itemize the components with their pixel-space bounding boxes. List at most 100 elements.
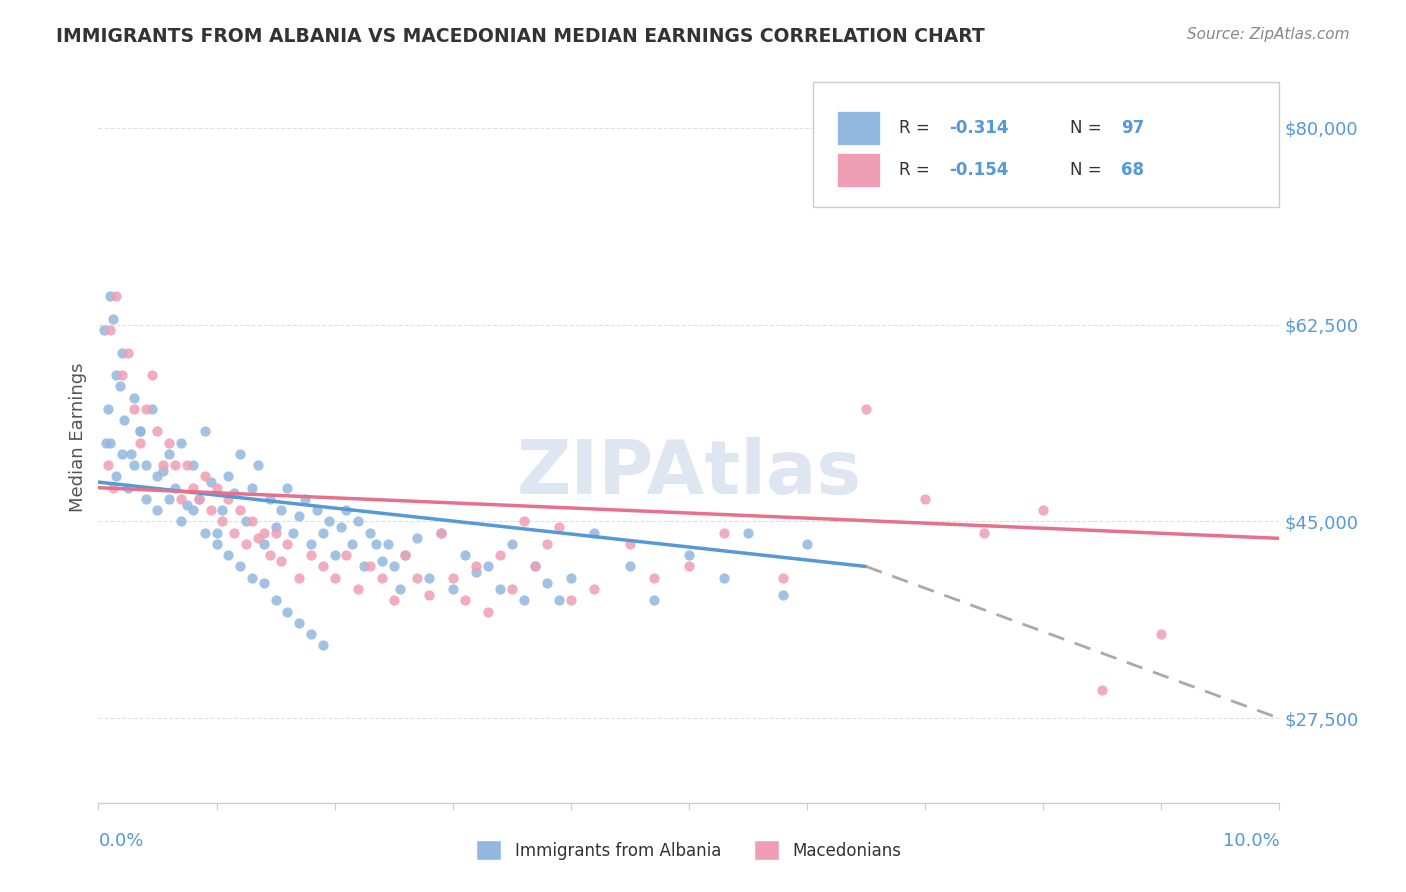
Point (246, 458, 269, 473)
Point (240, 481, 263, 495)
Point (264, 593, 287, 607)
Point (259, 491, 281, 506)
Point (548, 593, 571, 607)
Point (441, 571, 464, 585)
Point (135, 491, 157, 506)
Point (270, 554, 292, 568)
Point (501, 537, 523, 551)
Point (146, 503, 169, 517)
Point (288, 615, 311, 630)
Point (205, 481, 228, 495)
Point (643, 593, 665, 607)
Point (217, 548, 239, 562)
Point (170, 435, 193, 450)
Text: 0.0%: 0.0% (98, 832, 143, 850)
Point (772, 588, 794, 602)
Text: N =: N = (1070, 119, 1108, 136)
Point (194, 469, 217, 483)
Point (465, 559, 488, 574)
Point (524, 559, 547, 574)
Text: 10.0%: 10.0% (1223, 832, 1279, 850)
Point (583, 525, 606, 540)
Point (323, 571, 346, 585)
Point (229, 503, 252, 517)
Point (117, 481, 139, 495)
Point (477, 559, 499, 574)
Point (253, 576, 276, 591)
Text: R =: R = (900, 119, 935, 136)
Point (536, 576, 558, 591)
Point (501, 582, 523, 596)
Point (211, 503, 233, 517)
Point (796, 537, 818, 551)
Point (235, 537, 257, 551)
Point (181, 481, 204, 495)
Point (157, 447, 180, 461)
Point (165, 458, 187, 473)
Point (128, 435, 150, 450)
Point (394, 548, 416, 562)
Point (678, 548, 700, 562)
Text: 68: 68 (1121, 161, 1144, 179)
Point (406, 532, 429, 546)
Point (465, 565, 488, 579)
Point (489, 548, 512, 562)
Point (418, 571, 440, 585)
FancyBboxPatch shape (837, 153, 880, 187)
Point (259, 548, 281, 562)
Point (121, 447, 143, 461)
Point (430, 525, 453, 540)
Point (112, 413, 135, 427)
Point (105, 289, 128, 303)
Point (713, 571, 735, 585)
Point (101, 481, 124, 495)
Point (146, 425, 169, 439)
Point (772, 571, 794, 585)
Point (157, 491, 180, 506)
Point (176, 498, 198, 512)
Point (548, 520, 571, 534)
Point (973, 525, 995, 540)
Point (224, 525, 246, 540)
Point (371, 571, 394, 585)
Text: 97: 97 (1121, 119, 1144, 136)
Point (560, 571, 582, 585)
Point (371, 554, 394, 568)
Point (353, 559, 375, 574)
Point (240, 571, 263, 585)
Point (93, 323, 115, 337)
Point (170, 515, 193, 529)
FancyBboxPatch shape (837, 111, 880, 145)
Point (187, 491, 209, 506)
Point (205, 525, 228, 540)
Point (170, 491, 193, 506)
Point (276, 605, 298, 619)
Point (264, 520, 287, 534)
Point (619, 537, 641, 551)
Point (453, 593, 475, 607)
Point (1150, 627, 1173, 641)
Point (512, 515, 534, 529)
Point (229, 447, 252, 461)
Point (98, 323, 121, 337)
Point (264, 525, 287, 540)
Point (194, 525, 217, 540)
Point (217, 491, 239, 506)
Point (288, 571, 311, 585)
Point (430, 525, 453, 540)
Point (388, 582, 411, 596)
Point (200, 475, 222, 489)
Point (122, 391, 145, 405)
Y-axis label: Median Earnings: Median Earnings (69, 362, 87, 512)
Text: N =: N = (1070, 161, 1108, 179)
Point (141, 368, 163, 383)
Point (117, 345, 139, 359)
Point (299, 627, 322, 641)
Point (643, 571, 665, 585)
Point (157, 435, 180, 450)
Point (299, 537, 322, 551)
Point (187, 491, 209, 506)
Point (299, 548, 322, 562)
Point (713, 525, 735, 540)
Point (335, 548, 357, 562)
